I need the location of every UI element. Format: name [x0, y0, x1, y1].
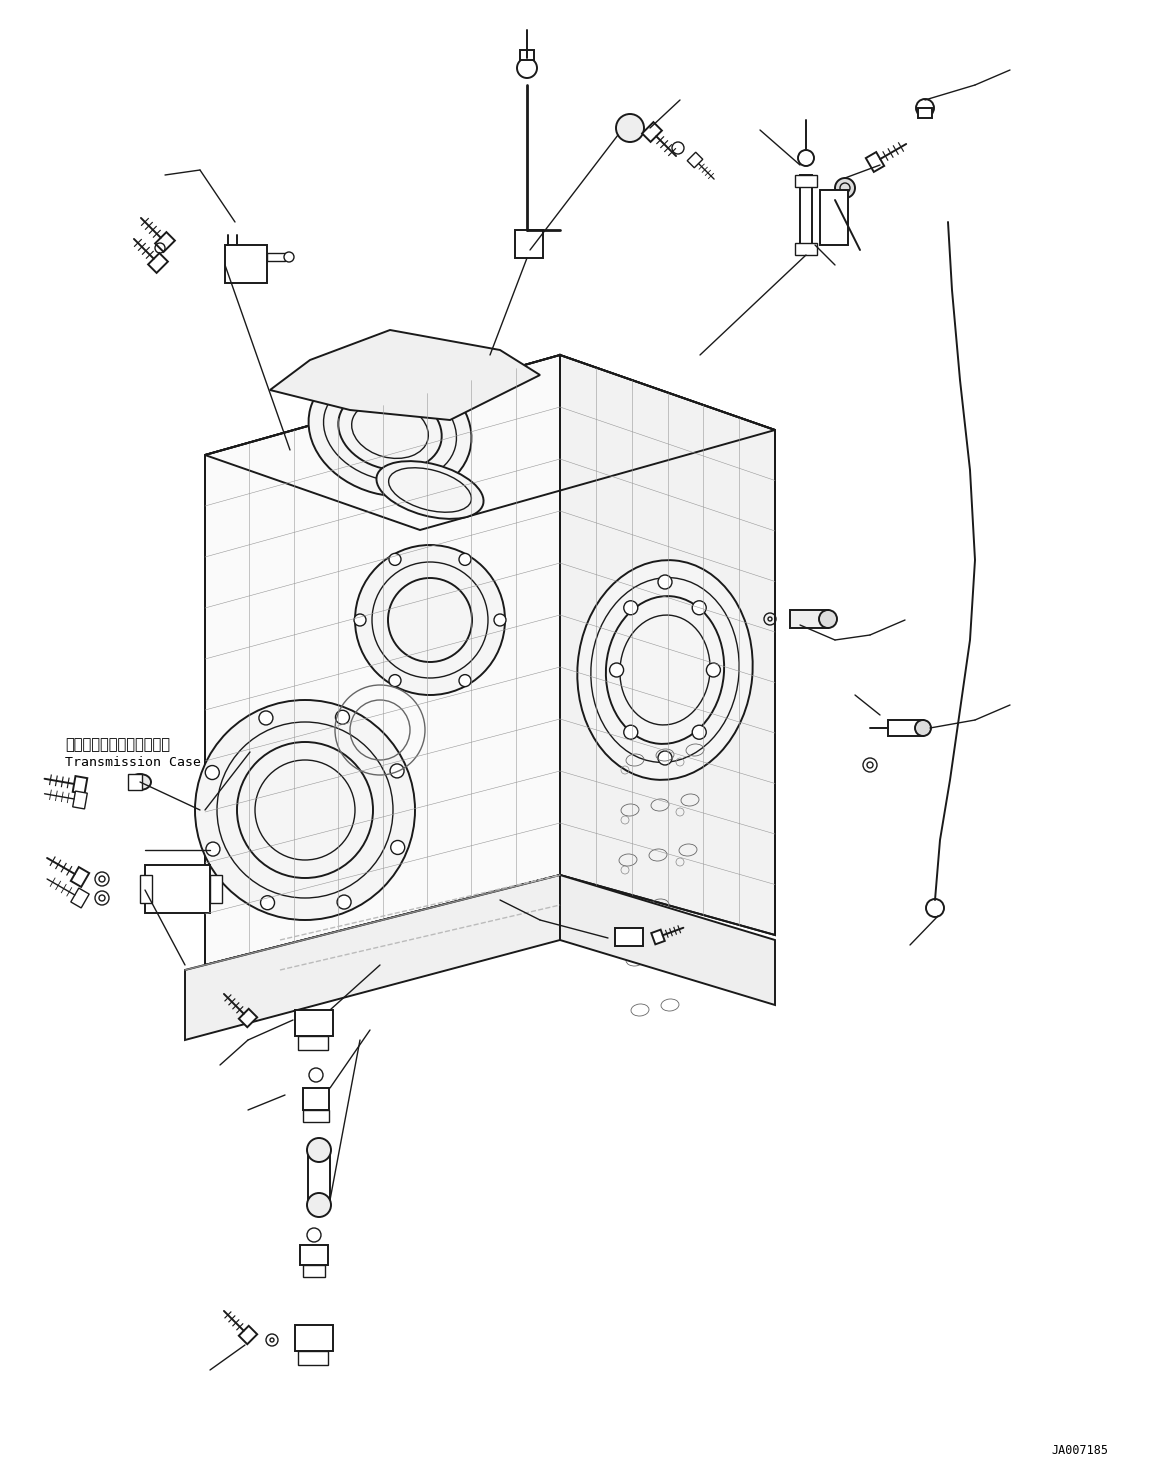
Polygon shape: [155, 233, 175, 252]
Bar: [140, 875, 152, 903]
Circle shape: [517, 58, 537, 78]
Circle shape: [624, 601, 638, 615]
Bar: [616, 929, 644, 946]
Polygon shape: [72, 776, 88, 794]
Bar: [515, 230, 543, 258]
Circle shape: [459, 554, 471, 566]
Bar: [300, 1246, 328, 1265]
Circle shape: [354, 615, 366, 626]
Bar: [790, 610, 828, 628]
Circle shape: [610, 663, 624, 677]
Bar: [520, 50, 534, 61]
Bar: [888, 720, 923, 736]
Bar: [303, 1265, 325, 1277]
Text: JA007185: JA007185: [1051, 1444, 1108, 1456]
Bar: [800, 175, 812, 255]
Bar: [145, 865, 210, 912]
Polygon shape: [652, 930, 665, 945]
Polygon shape: [238, 1325, 257, 1345]
Polygon shape: [687, 153, 703, 167]
Circle shape: [658, 575, 672, 589]
Circle shape: [658, 751, 672, 766]
Bar: [225, 244, 267, 283]
Polygon shape: [206, 355, 559, 966]
Polygon shape: [270, 330, 540, 421]
Circle shape: [819, 610, 837, 628]
Ellipse shape: [308, 364, 472, 496]
Bar: [918, 108, 932, 118]
Circle shape: [494, 615, 506, 626]
Circle shape: [835, 178, 855, 198]
Polygon shape: [559, 355, 776, 935]
Bar: [267, 253, 285, 261]
Polygon shape: [865, 153, 884, 172]
Bar: [296, 1325, 333, 1351]
Circle shape: [672, 142, 684, 154]
Circle shape: [206, 843, 220, 856]
Ellipse shape: [376, 461, 484, 518]
Circle shape: [616, 114, 644, 142]
Circle shape: [307, 1137, 331, 1163]
Bar: [795, 175, 816, 187]
Circle shape: [259, 711, 273, 726]
Circle shape: [206, 766, 220, 779]
Polygon shape: [185, 875, 559, 1040]
Bar: [210, 875, 222, 903]
Polygon shape: [559, 875, 776, 1006]
Circle shape: [307, 1194, 331, 1217]
Circle shape: [926, 899, 944, 917]
Circle shape: [391, 840, 405, 855]
Ellipse shape: [128, 775, 151, 789]
Circle shape: [335, 711, 349, 724]
Bar: [820, 190, 848, 244]
Circle shape: [195, 701, 415, 920]
Bar: [128, 775, 142, 789]
Polygon shape: [642, 121, 662, 142]
Polygon shape: [206, 355, 776, 530]
Bar: [296, 1010, 333, 1037]
Circle shape: [459, 675, 471, 687]
Circle shape: [355, 545, 505, 695]
Circle shape: [389, 554, 401, 566]
Text: Transmission Case: Transmission Case: [65, 755, 201, 769]
Circle shape: [916, 99, 934, 117]
Polygon shape: [148, 253, 168, 273]
Circle shape: [284, 252, 294, 262]
Circle shape: [390, 764, 404, 778]
Circle shape: [915, 720, 931, 736]
Polygon shape: [71, 889, 89, 908]
Bar: [298, 1351, 328, 1365]
Circle shape: [389, 675, 401, 687]
Polygon shape: [71, 866, 89, 887]
Circle shape: [693, 726, 707, 739]
Bar: [303, 1089, 329, 1109]
Ellipse shape: [577, 560, 752, 780]
Circle shape: [798, 150, 814, 166]
Text: トランスミッションケース: トランスミッションケース: [65, 738, 171, 752]
Circle shape: [707, 663, 721, 677]
Circle shape: [693, 601, 707, 615]
Polygon shape: [238, 1009, 257, 1028]
Bar: [795, 243, 816, 255]
Bar: [303, 1109, 329, 1123]
Bar: [298, 1037, 328, 1050]
Circle shape: [260, 896, 274, 909]
Polygon shape: [72, 791, 88, 809]
Circle shape: [338, 895, 352, 909]
Bar: [308, 1151, 331, 1206]
Circle shape: [624, 726, 638, 739]
